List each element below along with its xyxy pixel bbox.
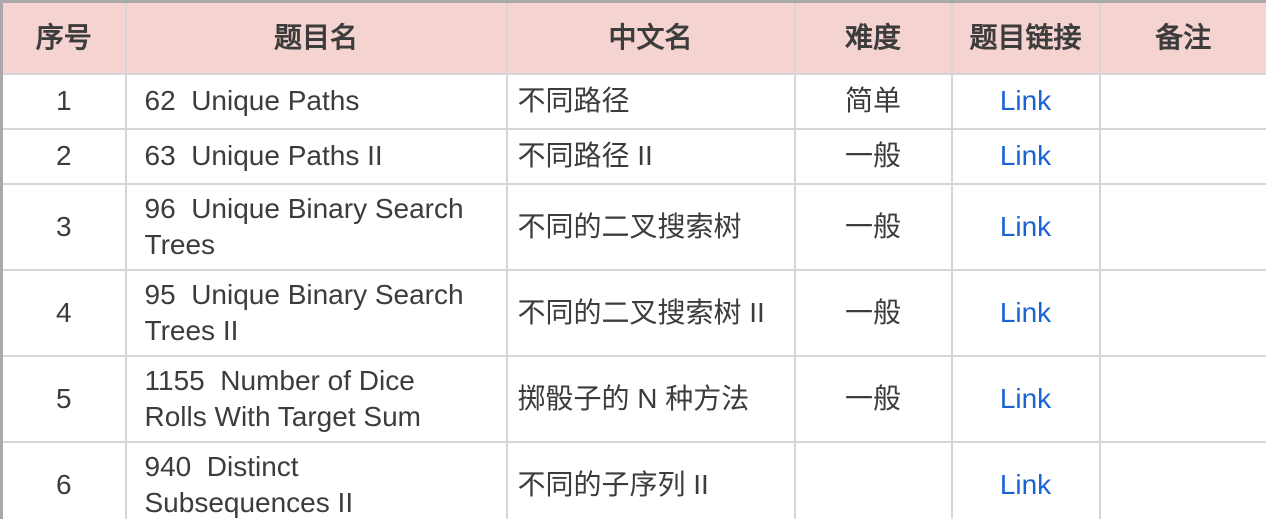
problem-title: 63 Unique Paths II — [124, 127, 508, 185]
link-cell: Link — [950, 127, 1101, 185]
problem-title: 940 Distinct Subsequences II — [124, 440, 508, 519]
column-header-link: 题目链接 — [950, 0, 1101, 75]
link-cell: Link — [950, 354, 1101, 443]
link-cell: Link — [950, 268, 1101, 357]
row-index: 5 — [0, 354, 127, 443]
column-header-title: 题目名 — [124, 0, 508, 75]
table-header: 序号 题目名 中文名 难度 题目链接 备注 — [0, 0, 1266, 75]
table-row: 6 940 Distinct Subsequences II 不同的子序列 II… — [0, 440, 1266, 519]
link-cell: Link — [950, 440, 1101, 519]
table-row: 1 62 Unique Paths 不同路径 简单 Link — [0, 72, 1266, 130]
problem-title-cn: 不同的二叉搜索树 — [505, 182, 796, 271]
row-index: 6 — [0, 440, 127, 519]
table-row: 4 95 Unique Binary Search Trees II 不同的二叉… — [0, 268, 1266, 357]
problem-link[interactable]: Link — [999, 85, 1052, 116]
problem-title-cn: 不同路径 II — [505, 127, 796, 185]
difficulty-value: 一般 — [793, 354, 953, 443]
note-cell — [1098, 268, 1266, 357]
problem-link[interactable]: Link — [999, 140, 1052, 171]
row-index: 1 — [0, 72, 127, 130]
row-index: 3 — [0, 182, 127, 271]
note-cell — [1098, 440, 1266, 519]
table-row: 5 1155 Number of Dice Rolls With Target … — [0, 354, 1266, 443]
problem-title: 1155 Number of Dice Rolls With Target Su… — [124, 354, 508, 443]
note-cell — [1098, 354, 1266, 443]
difficulty-value: 一般 — [793, 127, 953, 185]
problem-title-cn: 不同路径 — [505, 72, 796, 130]
note-cell — [1098, 182, 1266, 271]
header-row: 序号 题目名 中文名 难度 题目链接 备注 — [0, 0, 1266, 75]
table-body: 1 62 Unique Paths 不同路径 简单 Link 2 63 Uniq… — [0, 72, 1266, 519]
problem-link[interactable]: Link — [999, 210, 1052, 242]
row-index: 4 — [0, 268, 127, 357]
difficulty-value — [793, 440, 953, 519]
difficulty-value: 一般 — [793, 182, 953, 271]
column-header-cn: 中文名 — [505, 0, 796, 75]
difficulty-value: 简单 — [793, 72, 953, 130]
problem-link[interactable]: Link — [999, 296, 1052, 328]
problem-link[interactable]: Link — [999, 468, 1052, 500]
column-header-index: 序号 — [0, 0, 127, 75]
note-cell — [1098, 127, 1266, 185]
table-row: 2 63 Unique Paths II 不同路径 II 一般 Link — [0, 127, 1266, 185]
column-header-note: 备注 — [1098, 0, 1266, 75]
problem-title-cn: 掷骰子的 N 种方法 — [505, 354, 796, 443]
problem-link[interactable]: Link — [999, 382, 1052, 414]
problem-title: 96 Unique Binary Search Trees — [124, 182, 508, 271]
problem-title-cn: 不同的二叉搜索树 II — [505, 268, 796, 357]
column-header-difficulty: 难度 — [793, 0, 953, 75]
problem-title: 62 Unique Paths — [124, 72, 508, 130]
difficulty-value: 一般 — [793, 268, 953, 357]
link-cell: Link — [950, 182, 1101, 271]
problem-title: 95 Unique Binary Search Trees II — [124, 268, 508, 357]
note-cell — [1098, 72, 1266, 130]
table-row: 3 96 Unique Binary Search Trees 不同的二叉搜索树… — [0, 182, 1266, 271]
link-cell: Link — [950, 72, 1101, 130]
row-index: 2 — [0, 127, 127, 185]
problem-title-cn: 不同的子序列 II — [505, 440, 796, 519]
